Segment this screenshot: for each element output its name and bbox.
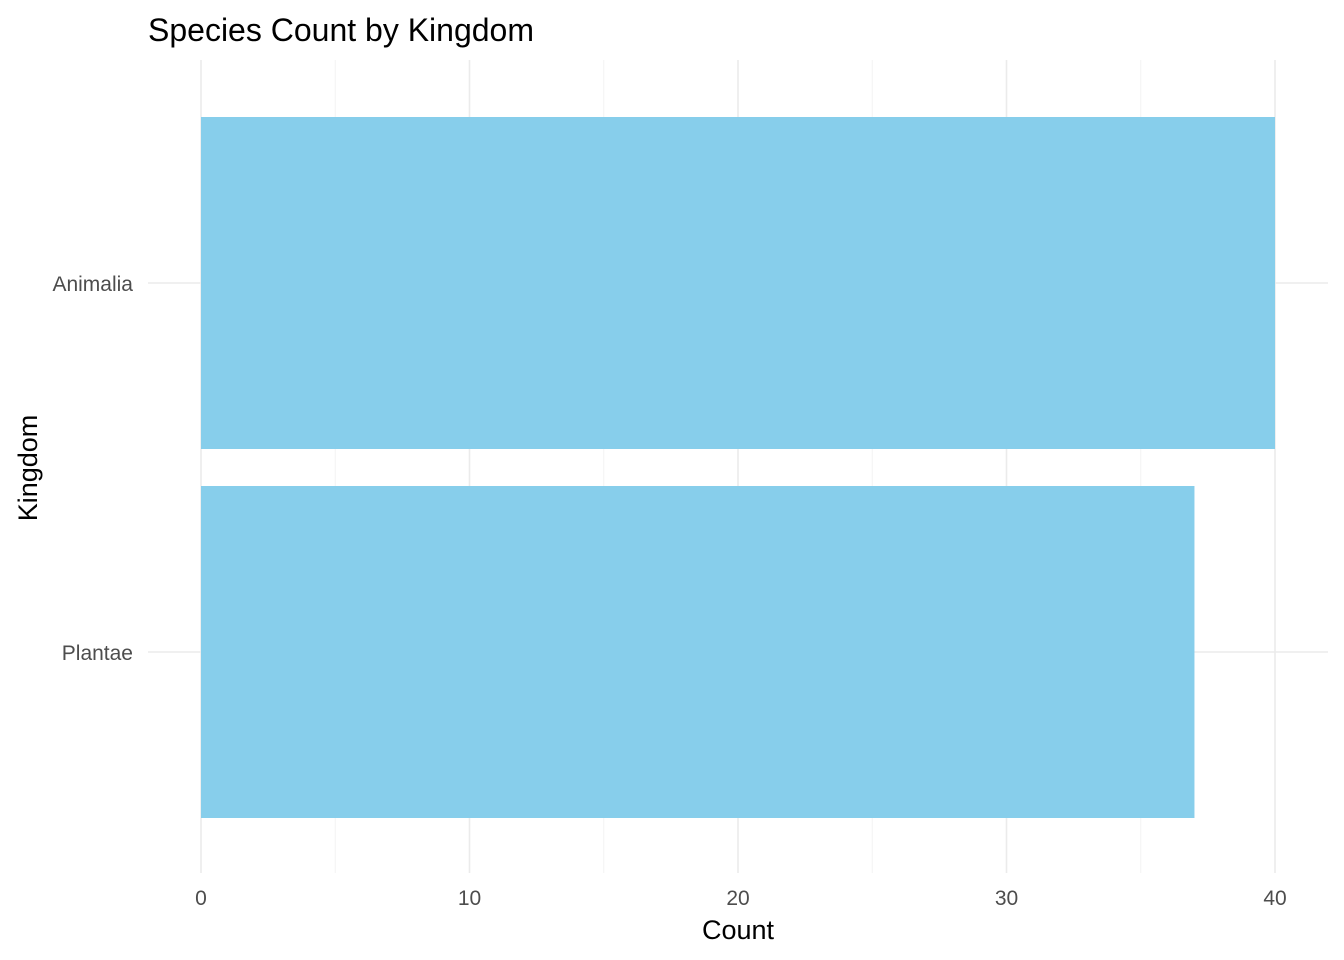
bar-plantae: [201, 486, 1195, 818]
x-tick-label: 0: [195, 887, 207, 910]
x-axis-ticks: 0 10 20 30 40: [195, 887, 1287, 910]
y-tick-label: Animalia: [52, 273, 133, 296]
x-tick-label: 30: [995, 887, 1018, 910]
y-axis-title: Kingdom: [13, 415, 43, 522]
bar-animalia: [201, 117, 1275, 449]
chart-title: Species Count by Kingdom: [148, 12, 534, 48]
x-tick-label: 10: [458, 887, 481, 910]
y-tick-label: Plantae: [62, 642, 133, 665]
bars: [201, 117, 1275, 818]
x-axis-title: Count: [702, 915, 775, 945]
x-tick-label: 20: [726, 887, 749, 910]
x-tick-label: 40: [1263, 887, 1286, 910]
y-axis-ticks: Animalia Plantae: [52, 273, 133, 665]
